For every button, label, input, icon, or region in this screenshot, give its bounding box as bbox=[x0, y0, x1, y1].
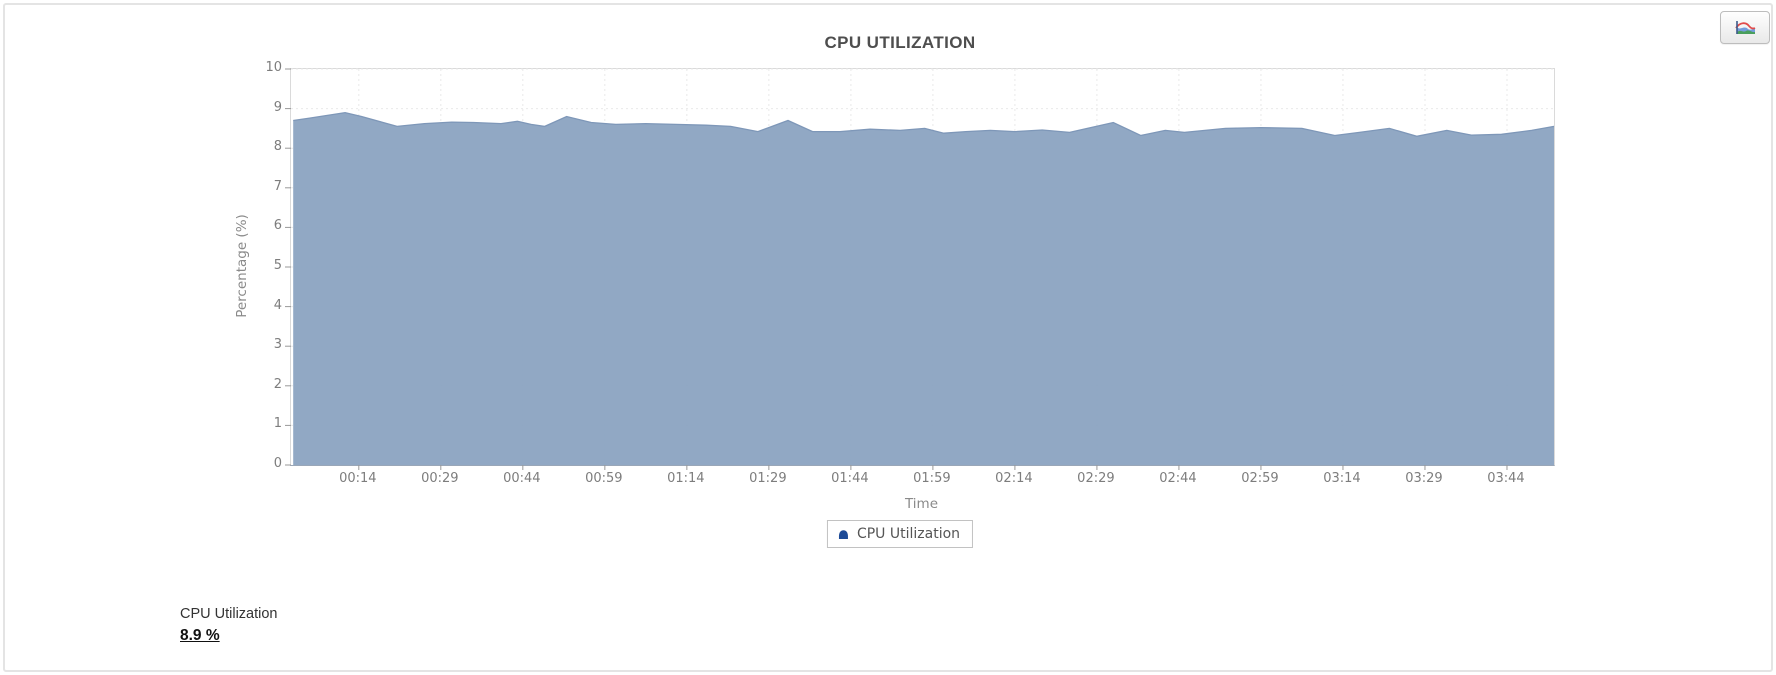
y-tick-label: 1 bbox=[273, 416, 282, 432]
chart-title: CPU UTILIZATION bbox=[824, 33, 976, 52]
y-tick-label: 0 bbox=[273, 456, 282, 471]
x-tick-label: 02:29 bbox=[1077, 471, 1115, 486]
y-tick-label: 10 bbox=[265, 60, 282, 75]
x-tick-label: 03:14 bbox=[1323, 471, 1361, 486]
area-chart-icon bbox=[1735, 20, 1756, 34]
y-tick-label: 3 bbox=[273, 337, 282, 353]
x-tick-label: 02:59 bbox=[1241, 471, 1279, 486]
x-tick-label: 03:29 bbox=[1405, 471, 1443, 486]
x-tick-label: 01:14 bbox=[667, 471, 705, 486]
legend-label: CPU Utilization bbox=[856, 526, 961, 542]
legend-item-cpu-utilization[interactable]: CPU Utilization bbox=[826, 520, 974, 548]
x-tick-label: 00:29 bbox=[421, 471, 459, 486]
y-tick-label: 7 bbox=[273, 178, 282, 194]
chart-type-button[interactable] bbox=[1720, 11, 1770, 44]
summary-value-link[interactable]: 8.9 % bbox=[180, 627, 220, 644]
y-tick-label: 6 bbox=[273, 218, 282, 234]
summary-block: CPU Utilization 8.9 % bbox=[180, 606, 278, 645]
x-axis-title: Time bbox=[904, 496, 939, 512]
x-tick-label: 00:59 bbox=[585, 471, 623, 486]
x-tick-label: 01:59 bbox=[913, 471, 951, 486]
y-tick-label: 8 bbox=[273, 139, 282, 155]
y-tick-label: 5 bbox=[273, 258, 282, 273]
legend-marker-icon bbox=[838, 529, 848, 539]
x-tick-label: 00:44 bbox=[503, 471, 541, 486]
summary-label: CPU Utilization bbox=[180, 606, 278, 622]
x-tick-label: 02:44 bbox=[1159, 471, 1197, 486]
chart-container: CPU UTILIZATION Percentage (%) Time CPU … bbox=[230, 25, 1570, 570]
y-tick-label: 2 bbox=[273, 376, 282, 392]
x-tick-label: 03:44 bbox=[1487, 471, 1525, 486]
x-tick-label: 00:14 bbox=[339, 471, 377, 486]
y-tick-label: 4 bbox=[273, 297, 282, 313]
x-tick-label: 02:14 bbox=[995, 471, 1033, 486]
x-tick-label: 01:29 bbox=[749, 471, 787, 486]
x-tick-label: 01:44 bbox=[831, 471, 869, 486]
plot-area[interactable] bbox=[285, 68, 1555, 470]
y-tick-label: 9 bbox=[273, 99, 282, 115]
